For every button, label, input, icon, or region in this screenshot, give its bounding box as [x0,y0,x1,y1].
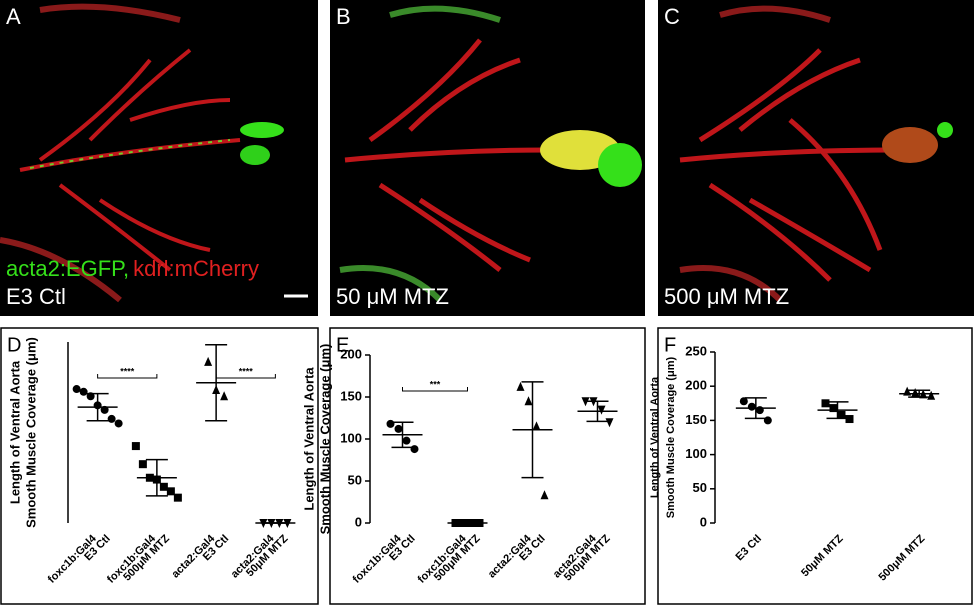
data-point [386,419,395,428]
panel-letter: F [664,334,676,356]
data-point [903,386,912,396]
y-tick-label: 150 [340,388,362,403]
data-point [394,424,403,433]
data-point [837,410,846,419]
y-axis-label: Smooth Muscle Coverage (μm) [665,356,677,518]
data-point [138,460,147,469]
data-point [212,384,221,394]
significance-label: **** [120,366,135,376]
y-tick-label: 100 [685,446,707,461]
micrograph-b [330,0,645,316]
y-tick-label: 200 [685,378,707,393]
significance-label: **** [239,366,254,376]
y-axis-label: Length of Ventral Aorta [301,367,316,511]
data-point [220,391,229,401]
y-tick-label: 0 [355,514,362,529]
data-point [739,397,748,406]
data-point [267,519,276,528]
data-point [259,519,268,528]
chart-frame [0,327,319,605]
significance-bracket [97,374,158,379]
data-point [166,487,175,496]
data-point [100,405,109,414]
data-point [589,397,598,407]
y-tick-label: 150 [685,412,707,427]
y-tick-label: 50 [693,480,707,495]
legend-green: acta2:EGFP, [6,256,129,281]
y-tick-label: 200 [340,346,362,361]
micrograph-a [0,0,318,316]
y-axis-label: Length of Ventral Aorta [7,360,22,504]
legend-red: kdrl:mCherry [133,256,259,281]
chart-frame [657,327,973,605]
data-point [159,482,168,491]
panel-letter: C [664,4,680,29]
data-point [581,397,590,407]
significance-bracket [402,387,468,392]
y-tick-label: 250 [685,343,707,358]
data-point [927,390,936,400]
panel-letter: D [7,334,21,356]
data-point [829,404,838,413]
data-point [516,381,525,391]
data-point [410,445,419,454]
x-tick-label: 500μM MTZ [876,532,927,583]
data-point [845,415,854,424]
condition-label: 50 μM MTZ [336,284,449,309]
data-point [79,387,88,396]
data-point [524,396,533,406]
y-axis-label: Smooth Muscle Coverage (μm) [23,337,38,528]
condition-label: 500 μM MTZ [664,284,789,309]
data-point [173,493,182,502]
y-tick-label: 50 [348,472,362,487]
significance-label: *** [430,379,441,389]
y-tick-label: 0 [700,514,707,529]
panel-letter: A [6,4,21,29]
data-point [821,399,830,408]
data-point [763,416,772,425]
data-point [747,402,756,411]
data-point [204,356,213,366]
panel-letter: E [336,334,349,356]
data-point [475,519,484,527]
condition-label: E3 Ctl [6,284,66,309]
panel-letter: B [336,4,351,29]
data-point [451,519,460,527]
data-point [597,405,606,415]
data-point [93,401,102,410]
significance-bracket [215,374,276,379]
data-point [145,473,154,482]
chart: E 0 50 100 150 200 Length of Ventral Aorta Smoo… [301,334,618,586]
data-point [86,392,95,401]
data-point [911,388,920,398]
data-point [540,490,549,500]
x-tick-label: 50μM MTZ [799,533,846,580]
data-point [275,519,284,528]
y-axis-label: Smooth Muscle Coverage (μm) [317,344,332,535]
x-tick-label: E3 Ctl [733,533,764,564]
data-point [605,418,614,428]
y-tick-label: 100 [340,430,362,445]
data-point [459,519,468,527]
data-point [919,389,928,399]
chart-frame [329,327,646,605]
micrograph-c [658,0,974,316]
y-axis-label: Length of Ventral Aorta [649,376,661,498]
data-point [114,419,123,428]
data-point [283,519,292,528]
data-point [532,421,541,431]
chart: D Length of Ventral Aorta Smooth Muscle Co… [7,334,296,586]
data-point [152,475,161,484]
data-point [402,436,411,445]
data-point [107,414,116,423]
data-point [72,385,81,394]
data-point [467,519,476,527]
data-point [131,442,140,451]
data-point [755,406,764,415]
chart: F 0 50 100 150 200 250 Length of Ventral Aorta S… [649,334,940,584]
